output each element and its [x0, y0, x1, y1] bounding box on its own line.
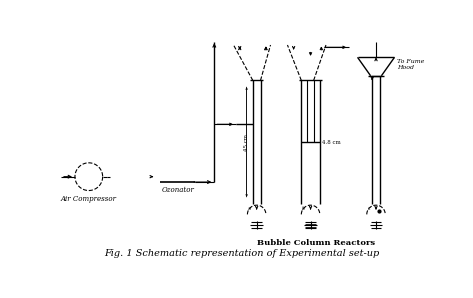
Text: c: c	[368, 206, 370, 211]
Text: 45 cm: 45 cm	[244, 134, 249, 150]
Text: Fig. 1 Schematic representation of Experimental set-up: Fig. 1 Schematic representation of Exper…	[105, 249, 380, 257]
Text: a: a	[248, 206, 251, 211]
Text: b: b	[302, 206, 305, 211]
Text: Air Compressor: Air Compressor	[61, 195, 117, 203]
Text: Bubble Column Reactors: Bubble Column Reactors	[257, 239, 376, 247]
Text: Ozonator: Ozonator	[161, 186, 194, 194]
Text: 4.8 cm: 4.8 cm	[322, 139, 341, 145]
Text: To Fume
Hood: To Fume Hood	[397, 59, 424, 70]
